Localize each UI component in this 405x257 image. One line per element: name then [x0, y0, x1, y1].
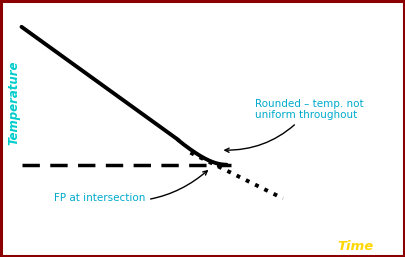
Text: Temperature: Temperature: [7, 61, 20, 145]
Text: Time: Time: [337, 240, 373, 253]
Text: FP at intersection: FP at intersection: [54, 171, 207, 203]
Text: Rounded – temp. not
uniform throughout: Rounded – temp. not uniform throughout: [225, 99, 363, 152]
